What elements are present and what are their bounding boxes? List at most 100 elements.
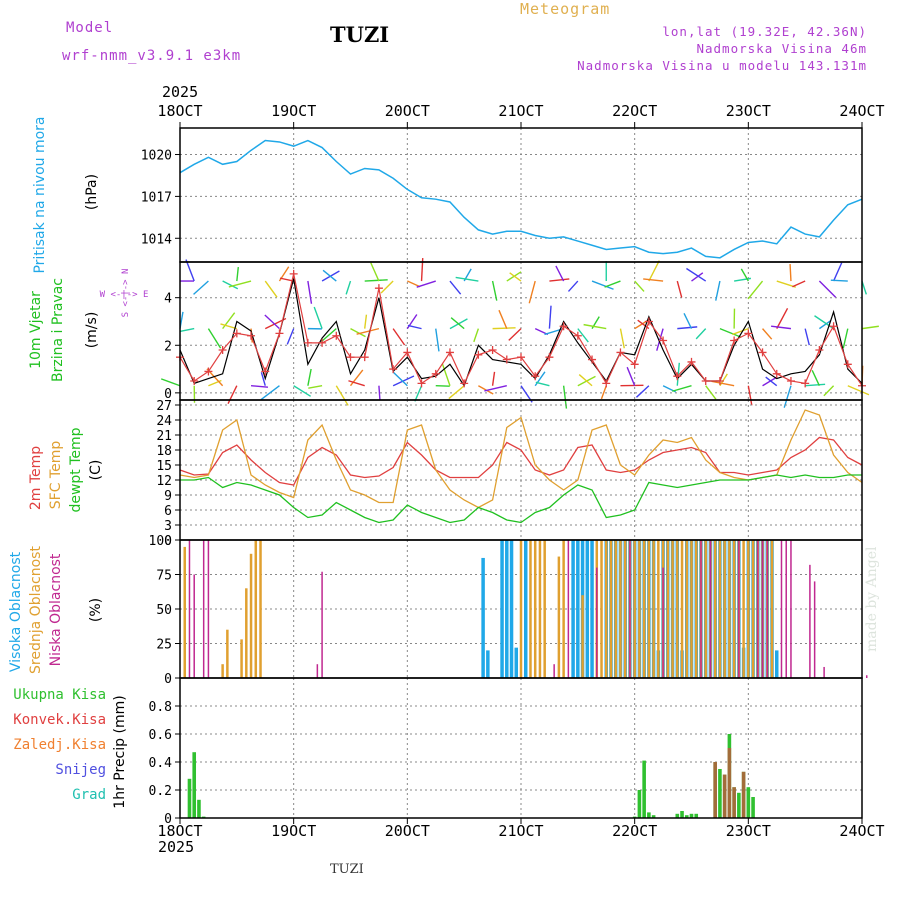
precip-y-tick-label: 0.6 xyxy=(149,728,172,743)
cloud-bar xyxy=(581,595,584,678)
wind-gust-marker xyxy=(360,353,369,362)
cloud-bar xyxy=(662,567,664,678)
wind-gust-marker xyxy=(417,379,426,388)
wind-direction-arrow xyxy=(656,328,664,351)
cloud-bar xyxy=(221,664,224,678)
wind-direction-arrow xyxy=(222,280,239,290)
temp-y-tick-label: 9 xyxy=(164,489,172,504)
cloud-y-tick-label: 75 xyxy=(156,569,172,584)
wind-direction-arrow xyxy=(715,280,721,301)
wind-direction-arrow xyxy=(307,280,313,304)
wind-direction-arrow xyxy=(648,260,660,282)
wind-gust-marker xyxy=(829,322,838,331)
cloud-bar xyxy=(629,540,631,678)
precip-bar xyxy=(637,790,642,818)
wind-gust-marker xyxy=(204,367,213,376)
wind-direction-arrow xyxy=(695,328,707,340)
precip-bar xyxy=(192,752,197,818)
cloud-bar xyxy=(609,540,613,678)
wind-direction-arrow xyxy=(676,362,680,386)
cloud-bar xyxy=(757,540,759,678)
wind-direction-arrow xyxy=(691,272,704,282)
wind-direction-arrow xyxy=(392,375,415,387)
wind-direction-arrow xyxy=(740,268,749,282)
temp-y-tick-label: 21 xyxy=(156,429,172,444)
wind-gust-marker xyxy=(715,376,724,385)
wind-direction-arrow xyxy=(450,317,465,330)
cloud-bar xyxy=(809,564,811,678)
precip-bar xyxy=(647,812,651,818)
wind-gust-marker xyxy=(659,336,668,345)
wind-direction-arrow xyxy=(380,280,394,294)
cloud-y-tick-label: 50 xyxy=(156,603,172,618)
wind-direction-arrow xyxy=(414,385,423,402)
cloud-title-low: Niska Oblacnost xyxy=(48,553,64,666)
cloud-bar xyxy=(732,540,736,678)
wind-direction-arrow xyxy=(185,259,195,282)
wind-gust-marker xyxy=(460,379,469,388)
wind-direction-arrow xyxy=(508,328,522,341)
cloud-y-tick-label: 0 xyxy=(164,672,172,687)
cloud-ylabel: (%) xyxy=(88,598,104,622)
wind-direction-arrow xyxy=(591,280,614,290)
cloud-bar xyxy=(718,540,722,678)
altitude-label: Nadmorska Visina 46m xyxy=(696,41,867,56)
x-tick-label-top: 24OCT xyxy=(839,102,884,120)
wind-direction-arrow xyxy=(455,276,479,282)
wind-gust-marker xyxy=(801,379,810,388)
year-top-label: 2025 xyxy=(162,83,199,101)
cloud-bar xyxy=(742,540,745,678)
precip-bar xyxy=(694,813,699,818)
wind-direction-arrow xyxy=(818,280,837,298)
cloud-bar xyxy=(685,540,689,678)
wind-direction-arrow xyxy=(416,280,436,288)
wind-gust-marker xyxy=(289,269,298,278)
wind-direction-arrow xyxy=(676,280,683,298)
cloud-bar xyxy=(481,557,485,678)
cloud-bar xyxy=(500,540,504,678)
wind-direction-arrow xyxy=(498,309,508,329)
wind-direction-arrow xyxy=(549,278,570,282)
wind-y-tick-label: 2 xyxy=(164,339,172,354)
cloud-bar xyxy=(523,540,528,678)
pressure-y-tick-label: 1017 xyxy=(141,190,172,205)
wind-direction-arrow xyxy=(220,323,238,330)
cloud-bar xyxy=(590,540,594,678)
cloud-bar xyxy=(713,540,717,678)
wind-direction-arrow xyxy=(776,307,789,329)
cloud-bar xyxy=(813,581,816,678)
wind-gust-marker xyxy=(630,360,639,369)
wind-direction-arrow xyxy=(577,328,589,343)
wind-gust-marker xyxy=(247,331,256,340)
wind-gust-marker xyxy=(502,355,511,364)
wind-gust-marker xyxy=(389,365,398,374)
wind-direction-arrow xyxy=(193,280,209,295)
model-altitude-label: Nadmorska Visina u modelu 143.131m xyxy=(577,58,867,73)
cloud-bar xyxy=(576,540,580,678)
precip-bar xyxy=(722,774,727,818)
wind-direction-arrow xyxy=(719,327,742,338)
wind-y-tick-label: 4 xyxy=(164,292,172,307)
wind-gust-marker xyxy=(332,331,341,340)
panel-frame xyxy=(179,677,863,819)
cloud-bar xyxy=(529,540,532,678)
x-tick-label-bottom: 24OCT xyxy=(839,822,884,840)
wind-direction-arrow xyxy=(392,371,408,387)
meteogram-title: Meteogram xyxy=(520,0,611,18)
wind-direction-arrow xyxy=(805,383,826,387)
wind-direction-arrow xyxy=(534,371,546,387)
wind-direction-arrow xyxy=(449,280,462,295)
cloud-bar xyxy=(240,639,243,678)
precip-y-tick-label: 0 xyxy=(164,812,172,827)
wind-gust-marker xyxy=(474,350,483,359)
wind-gust-marker xyxy=(261,367,270,376)
wind-direction-arrow xyxy=(567,280,579,292)
wind-direction-arrow xyxy=(683,313,693,329)
precip-bar xyxy=(680,811,684,818)
cloud-y-tick-label: 100 xyxy=(149,534,172,549)
wind-direction-arrow xyxy=(818,320,832,330)
wind-gust-marker xyxy=(445,348,454,357)
precip-bar xyxy=(187,778,192,818)
cloud-bar xyxy=(321,571,323,678)
